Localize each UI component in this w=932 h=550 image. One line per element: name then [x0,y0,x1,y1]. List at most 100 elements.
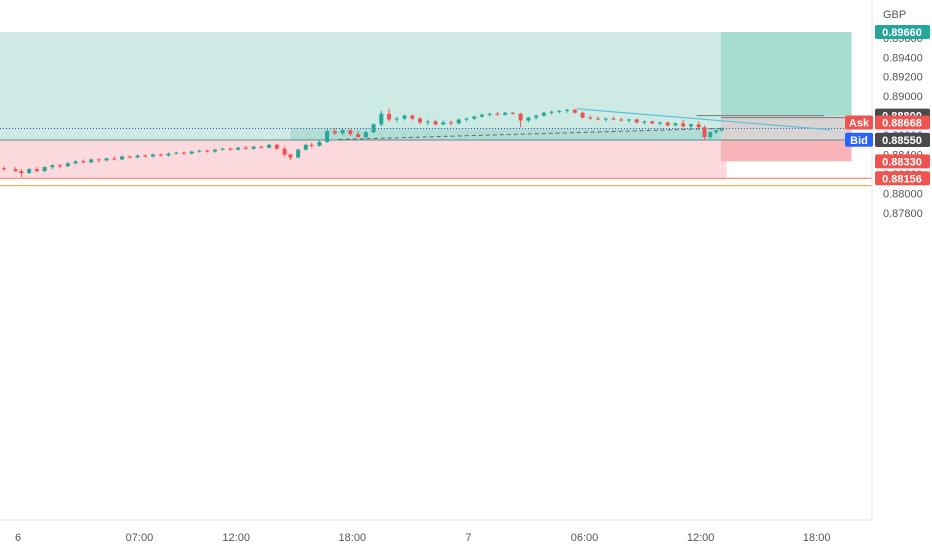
candle-body [13,169,18,172]
candle-body [642,121,647,123]
candle-body [472,116,477,119]
candle-body [174,152,179,154]
candle-body [296,149,301,158]
candle-body [143,155,148,157]
time-tick-label: 12:00 [222,532,250,544]
candle-body [714,130,719,133]
candle-body [42,167,47,172]
candle-body [425,121,430,123]
candle-body [665,122,670,126]
candle-body [356,134,361,138]
candle-body [503,112,508,115]
candle-body [526,117,531,121]
candle-body [433,121,438,125]
candle-body [708,132,713,138]
candle-body [603,118,608,120]
profit-target-box [720,32,852,116]
candle-body [259,146,264,148]
candle-body [65,163,70,167]
candle-body [627,119,632,121]
candle-body [50,165,55,168]
candle-body [371,124,376,133]
candle-body [479,114,484,117]
time-tick-label: 06:00 [571,532,599,544]
candle-body [348,130,353,135]
candle-body [541,112,546,116]
candle-body [719,128,724,131]
candle-body [303,144,308,150]
candle-body [150,154,155,157]
candle-body [34,169,39,172]
candle-body [81,161,86,163]
candle-body [104,158,109,161]
candle-body [220,148,225,150]
candle-body [634,119,639,123]
candle-body [166,153,171,156]
price-tag-box [845,132,873,147]
candle-body [27,169,32,174]
price-tick-label: 0.89200 [883,72,923,84]
candle-body [58,165,63,167]
candle-body [702,127,707,138]
candle-body [158,154,163,156]
candle-body [120,156,125,160]
time-axis[interactable]: 6 07:00 12:00 18:00 7 06:00 12:00 18:00 [15,532,831,544]
candle-body [510,112,515,114]
candle-body [96,159,101,161]
candle-body [456,119,461,124]
price-label-box [875,154,930,169]
candle-body [309,144,314,146]
candle-body [89,159,94,163]
candle-body [619,119,624,121]
candle-body [189,151,194,154]
candle-body [464,118,469,120]
candles [2,108,724,177]
price-tick-label: 0.89000 [883,91,923,103]
price-tag-text: Bid [850,135,868,147]
candle-body [650,121,655,124]
long-loss-zone [0,139,727,179]
candle-body [205,150,210,152]
candle-body [112,158,117,160]
candle-body [332,131,337,134]
candle-body [243,147,248,149]
candle-body [487,113,492,115]
projection-dashed-line [338,127,724,140]
candle-body [73,161,78,164]
price-label-text: 0.88330 [882,156,922,168]
price-label-text: 0.88668 [882,117,922,129]
price-label-box [875,115,930,130]
candle-body [681,123,686,127]
candle-body [363,132,368,138]
candle-body [549,111,554,113]
entry-band [290,128,721,140]
candle-body [418,118,423,123]
candle-body [611,118,616,120]
candle-body [410,115,415,119]
price-label-box [875,25,930,39]
candle-body [288,154,293,158]
candle-body [596,118,601,120]
long-profit-zone [0,32,727,140]
candle-body [2,168,6,170]
candle-body [135,155,140,158]
candle-body [696,124,701,128]
price-tag-text: Ask [849,117,870,129]
candle-body [572,109,577,113]
candle-body [441,122,446,125]
price-label-text: 0.88550 [882,135,922,147]
candle-body [181,152,186,154]
price-labels: 0.896600.888000.88668Ask0.88665Bid0.8855… [845,25,930,186]
candle-body [557,110,562,112]
candle-body [673,123,678,126]
candle-body [325,131,330,142]
candle-body [448,122,453,124]
time-tick-label: 18:00 [803,532,831,544]
candle-body [197,150,202,152]
time-tick-label: 18:00 [339,532,367,544]
candle-body [127,156,132,158]
candle-body [387,113,392,120]
candle-body [340,130,345,134]
price-tick-label: 0.87800 [883,208,923,220]
